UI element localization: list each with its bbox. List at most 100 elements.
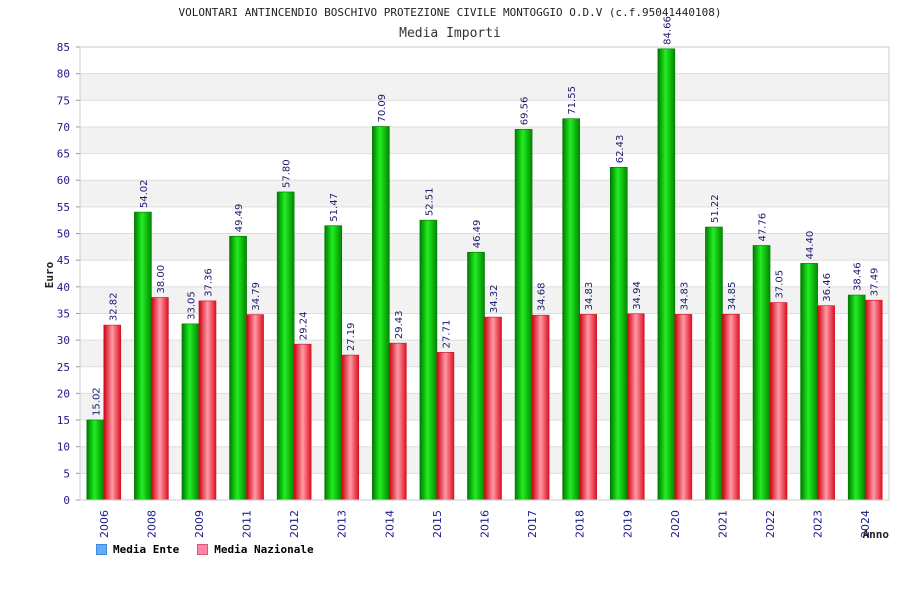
data-label-media-nazionale-2019: 34.94 (632, 281, 643, 310)
chart-subtitle: Media Importi (399, 26, 501, 41)
grid-band (80, 73, 889, 101)
x-tick-label: 2019 (621, 510, 634, 538)
data-label-media-ente-2020: 84.66 (662, 16, 673, 45)
x-tick-label: 2012 (288, 510, 301, 538)
bar-media-ente-2018 (562, 118, 580, 501)
data-label-media-nazionale-2015: 27.71 (441, 320, 452, 349)
data-label-media-nazionale-2020: 34.83 (679, 282, 690, 311)
bar-media-nazionale-2014 (389, 342, 407, 501)
x-tick-label: 2009 (193, 510, 206, 538)
legend: Media Ente Media Nazionale (96, 543, 314, 556)
bar-media-ente-2009 (181, 323, 200, 501)
x-tick-label: 2024 (859, 510, 872, 538)
bar-media-nazionale-2006 (103, 324, 122, 501)
data-label-media-ente-2024: 38.46 (853, 262, 864, 291)
y-tick-label: 45 (57, 254, 70, 267)
data-label-media-ente-2019: 62.43 (615, 135, 626, 164)
y-tick-label: 20 (57, 387, 70, 400)
x-tick-label: 2018 (574, 510, 587, 538)
legend-item-media-ente: Media Ente (96, 543, 179, 556)
y-tick-label: 10 (57, 441, 70, 454)
data-label-media-nazionale-2011: 34.79 (251, 282, 262, 311)
bar-media-nazionale-2015 (436, 352, 455, 501)
data-label-media-ente-2009: 33.05 (186, 291, 197, 320)
y-tick-label: 85 (57, 41, 70, 54)
bar-media-nazionale-2018 (579, 314, 597, 501)
data-label-media-ente-2023: 44.40 (805, 231, 816, 260)
legend-swatch-media-ente (96, 544, 107, 555)
data-label-media-ente-2022: 47.76 (758, 213, 769, 242)
y-tick-label: 40 (57, 281, 70, 294)
bar-media-ente-2011 (229, 235, 247, 501)
y-tick-label: 15 (57, 414, 70, 427)
grid-band (80, 180, 889, 207)
bar-media-ente-2019 (609, 166, 628, 501)
bar-media-nazionale-2016 (484, 316, 502, 501)
bar-media-nazionale-2008 (151, 297, 169, 501)
data-label-media-ente-2015: 52.51 (424, 188, 435, 217)
y-tick-label: 25 (57, 361, 70, 374)
y-axis-title: Euro (43, 261, 56, 288)
data-label-media-ente-2008: 54.02 (139, 179, 150, 208)
bar-media-nazionale-2019 (626, 313, 645, 501)
x-tick-label: 2017 (526, 510, 539, 538)
data-label-media-ente-2006: 15.02 (91, 387, 102, 416)
data-label-media-nazionale-2012: 29.24 (299, 312, 310, 341)
data-label-media-ente-2012: 57.80 (282, 159, 293, 188)
data-label-media-nazionale-2018: 34.83 (584, 282, 595, 311)
data-label-media-nazionale-2016: 34.32 (489, 284, 500, 313)
y-tick-label: 35 (57, 307, 70, 320)
bar-media-ente-2006 (86, 419, 105, 501)
x-tick-label: 2022 (764, 510, 777, 538)
legend-label-media-ente: Media Ente (113, 543, 180, 556)
data-label-media-nazionale-2022: 37.05 (775, 270, 786, 299)
data-label-media-nazionale-2008: 38.00 (156, 265, 167, 294)
bar-media-ente-2012 (276, 191, 295, 501)
bar-media-ente-2020 (657, 48, 676, 501)
data-label-media-ente-2021: 51.22 (710, 194, 721, 223)
y-tick-label: 55 (57, 201, 70, 214)
bar-media-nazionale-2011 (246, 314, 264, 501)
legend-label-media-nazionale: Media Nazionale (214, 543, 314, 556)
data-label-media-nazionale-2017: 34.68 (537, 283, 548, 312)
bar-media-ente-2024 (847, 294, 866, 501)
bar-media-nazionale-2017 (531, 314, 550, 501)
bar-media-nazionale-2021 (722, 313, 740, 501)
x-tick-label: 2020 (669, 510, 682, 538)
y-tick-label: 60 (57, 174, 70, 187)
y-tick-label: 5 (63, 467, 70, 480)
bar-media-ente-2015 (419, 219, 438, 501)
grid-band (80, 126, 889, 154)
x-tick-label: 2016 (479, 510, 492, 538)
data-label-media-ente-2013: 51.47 (329, 193, 340, 222)
x-tick-label: 2014 (383, 510, 396, 538)
data-label-media-nazionale-2006: 32.82 (108, 292, 119, 321)
bar-media-ente-2021 (705, 226, 723, 501)
y-tick-label: 0 (63, 494, 70, 507)
data-label-media-ente-2011: 49.49 (234, 204, 245, 233)
data-label-media-ente-2017: 69.56 (520, 97, 531, 126)
x-tick-label: 2015 (431, 510, 444, 538)
data-label-media-nazionale-2021: 34.85 (727, 282, 738, 311)
x-axis-title: Anno (863, 528, 890, 541)
bar-media-ente-2022 (752, 245, 771, 501)
bar-media-ente-2008 (134, 211, 152, 501)
bar-media-ente-2017 (514, 128, 533, 501)
y-tick-label: 75 (57, 94, 70, 107)
plot-area-border (79, 46, 890, 501)
bar-media-nazionale-2022 (769, 302, 788, 501)
x-tick-label: 2023 (812, 510, 825, 538)
x-tick-label: 2013 (336, 510, 349, 538)
data-label-media-ente-2018: 71.55 (567, 86, 578, 115)
y-tick-label: 80 (57, 68, 70, 81)
x-tick-label: 2008 (145, 510, 158, 538)
data-label-media-nazionale-2013: 27.19 (346, 322, 357, 351)
x-tick-label: 2006 (98, 510, 111, 538)
bar-media-nazionale-2012 (293, 343, 312, 501)
data-label-media-nazionale-2024: 37.49 (870, 268, 881, 297)
bar-media-ente-2023 (800, 263, 818, 501)
bar-media-nazionale-2020 (674, 314, 693, 501)
data-label-media-nazionale-2014: 29.43 (394, 311, 405, 340)
data-label-media-nazionale-2023: 36.46 (822, 273, 833, 302)
